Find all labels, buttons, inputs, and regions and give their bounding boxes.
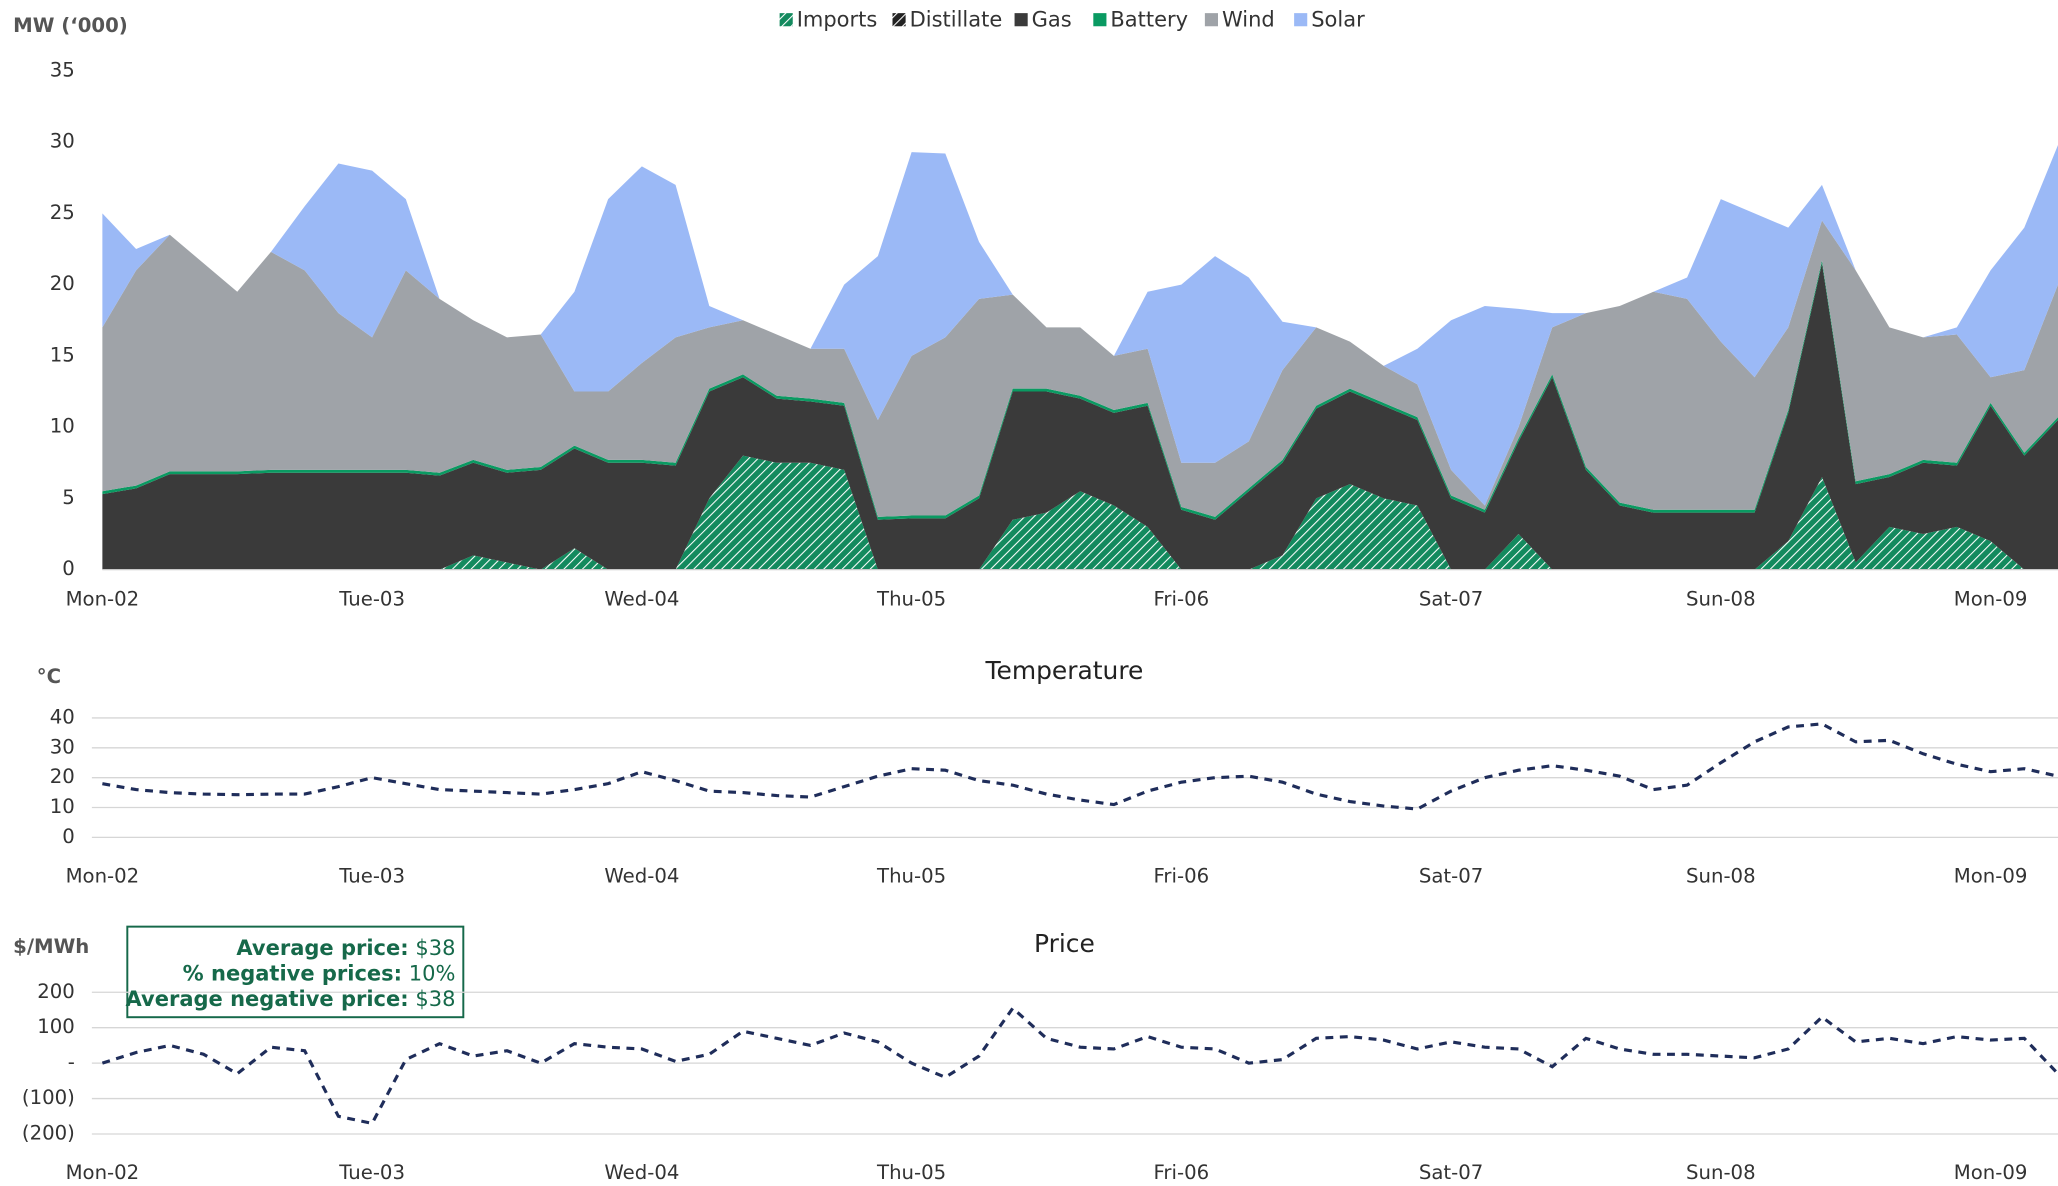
x-tick-label: Sun-08 [1686,864,1756,887]
x-tick-label: Wed-04 [604,864,679,887]
y-tick-label: 35 [50,58,75,81]
x-tick-label: Tue-03 [338,864,405,887]
legend-label: Distillate [910,7,1003,31]
legend-swatch [1093,13,1107,27]
annotation: Average price: $38 [236,936,455,960]
annotation-label: Average negative price: [126,987,409,1011]
x-tick-label: Wed-04 [604,587,679,610]
annotation-label: Average price: [236,936,408,960]
chart-title: Price [1034,929,1095,958]
y-tick-label: 30 [50,735,75,758]
y-tick-label: 40 [50,705,75,728]
annotation-value: 10% [409,962,456,986]
legend-swatch [1204,13,1218,27]
legend-label: Solar [1311,7,1365,31]
annotation-value: $38 [415,987,455,1011]
line [102,722,2058,811]
legend-label: Gas [1032,7,1072,31]
legend-swatch [1294,13,1308,27]
x-tick-label: Mon-02 [66,587,140,610]
legend-label: Wind [1222,7,1275,31]
y-tick-label: 15 [50,343,75,366]
legend-swatch [1014,13,1028,27]
y-tick-label: 10 [50,415,75,438]
y-tick-label: 0 [62,825,75,848]
y-tick-label: (200) [22,1122,75,1145]
area-battery [102,260,2058,520]
x-tick-label: Sat-07 [1419,1161,1483,1184]
x-tick-label: Mon-02 [66,1161,140,1184]
x-tick-label: Thu-05 [876,1161,946,1184]
legend-swatch [892,13,906,27]
legend-swatch [779,13,793,27]
x-tick-label: Mon-02 [66,864,140,887]
y-tick-label: 10 [50,795,75,818]
area-wind [102,220,2058,517]
x-tick-label: Sun-08 [1686,1161,1756,1184]
y-tick-label: 100 [37,1015,75,1038]
annotation-value: $38 [415,936,455,960]
annotation: Average negative price: $38 [126,987,456,1011]
legend-label: Imports [797,7,878,31]
y-tick-label: 20 [50,272,75,295]
x-tick-label: Sat-07 [1419,864,1483,887]
y-tick-label: - [68,1051,75,1074]
legend-label: Battery [1110,7,1188,31]
annotation: % negative prices: 10% [183,962,456,986]
x-tick-label: Mon-09 [1954,1161,2028,1184]
y-tick-label: (100) [22,1086,75,1109]
x-tick-label: Thu-05 [876,864,946,887]
y-tick-label: 200 [37,980,75,1003]
x-tick-label: Fri-06 [1154,1161,1210,1184]
x-tick-label: Mon-09 [1954,864,2028,887]
x-tick-label: Thu-05 [876,587,946,610]
y-tick-label: 20 [50,765,75,788]
x-tick-label: Mon-09 [1954,587,2028,610]
x-tick-label: Sat-07 [1419,587,1483,610]
area-gas [102,263,2058,570]
area-imports [102,455,2058,570]
line [101,1005,2058,1126]
y-tick-label: 30 [50,130,75,153]
x-tick-label: Tue-03 [338,1161,405,1184]
y-tick-label: 25 [50,201,75,224]
y-axis-title: $/MWh [13,935,89,958]
x-tick-label: Sun-08 [1686,587,1756,610]
annotation-label: % negative prices: [183,962,402,986]
y-axis-title: MW (‘000) [13,14,128,37]
y-tick-label: 5 [62,486,75,509]
x-tick-label: Tue-03 [338,587,405,610]
x-tick-label: Fri-06 [1154,587,1210,610]
y-tick-label: 0 [62,557,75,580]
y-axis-title: °C [37,665,61,688]
x-tick-label: Wed-04 [604,1161,679,1184]
annotation-box [126,925,465,1019]
x-tick-label: Fri-06 [1154,864,1210,887]
chart-title: Temperature [985,656,1144,685]
